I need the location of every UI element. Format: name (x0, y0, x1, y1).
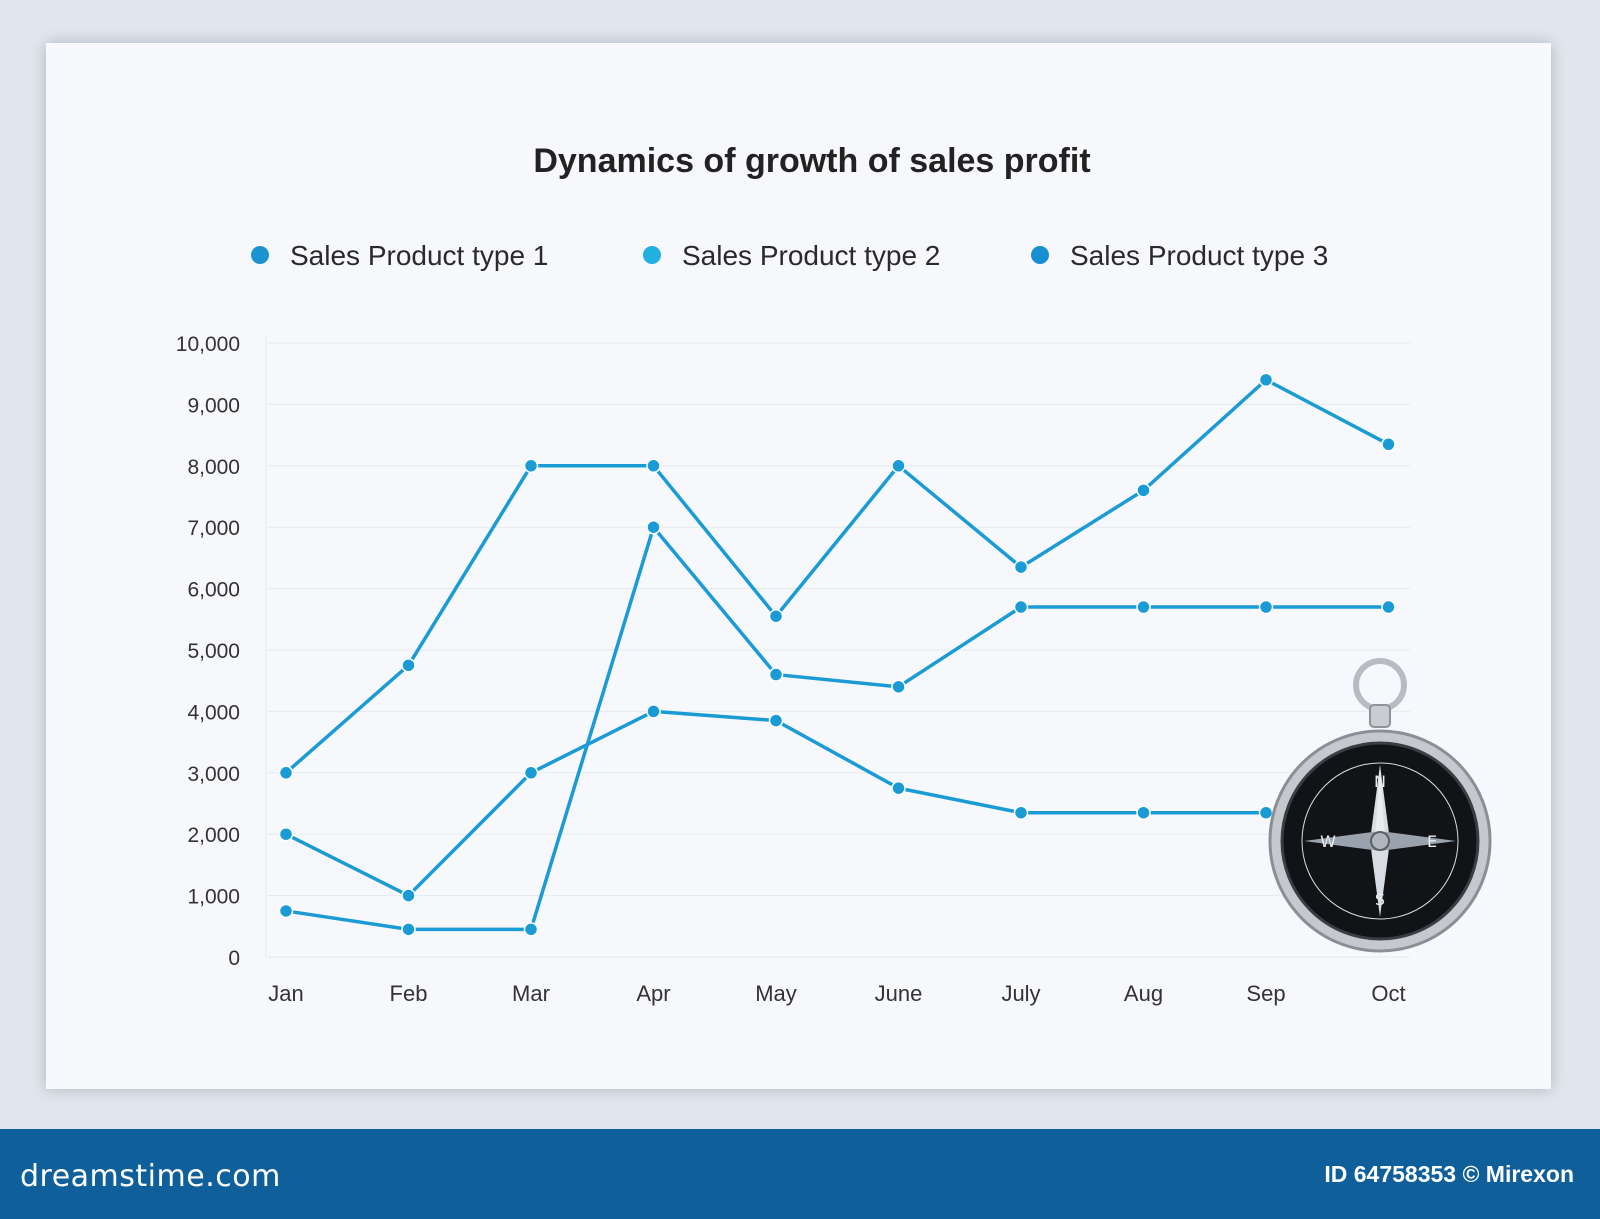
data-point (891, 780, 906, 796)
data-point (1013, 599, 1029, 615)
data-point (523, 458, 539, 474)
data-point (768, 608, 784, 624)
data-point (646, 458, 661, 474)
data-point (1136, 805, 1151, 820)
data-point (891, 458, 906, 474)
y-tick-label: 1,000 (187, 886, 240, 909)
legend-item: Sales Product type 3 (1031, 240, 1328, 271)
data-point (1381, 599, 1396, 615)
svg-text:W: W (1320, 832, 1336, 851)
y-tick-label: 3,000 (187, 763, 240, 786)
x-tick-label: May (755, 981, 797, 1006)
y-tick-label: 2,000 (187, 824, 240, 847)
y-tick-label: 0 (228, 947, 240, 970)
data-point (278, 765, 294, 781)
data-point (891, 679, 906, 695)
data-point (1136, 483, 1151, 498)
y-tick-label: 10,000 (176, 333, 240, 356)
legend-marker (251, 246, 269, 264)
x-axis: Jan Feb Mar Apr May June July Aug Sep Oct (268, 981, 1405, 1006)
y-tick-label: 9,000 (187, 394, 240, 417)
series-2 (278, 704, 1274, 903)
series-line (284, 378, 1390, 775)
series-line (285, 525, 1389, 932)
x-tick-label: Oct (1371, 981, 1405, 1006)
data-point (401, 658, 416, 673)
legend-label: Sales Product type 3 (1070, 240, 1328, 271)
data-point (401, 922, 416, 937)
chart-title: Dynamics of growth of sales profit (533, 142, 1090, 180)
svg-text:N: N (1374, 772, 1386, 791)
legend-item: Sales Product type 1 (251, 240, 548, 271)
y-tick-label: 6,000 (187, 579, 240, 602)
data-point (1136, 599, 1151, 615)
data-point (646, 519, 661, 535)
legend-label: Sales Product type 2 (682, 240, 940, 271)
compass-icon: N E S W (1268, 658, 1492, 953)
x-tick-label: Feb (390, 981, 428, 1006)
data-point (278, 826, 294, 842)
x-tick-label: June (875, 981, 923, 1006)
x-tick-label: Apr (636, 981, 670, 1006)
x-tick-label: Sep (1246, 981, 1285, 1006)
y-axis: 0 1,000 2,000 3,000 4,000 5,000 6,000 7,000 8,00… (176, 333, 240, 970)
y-tick-label: 5,000 (187, 640, 240, 663)
data-point (1013, 805, 1029, 820)
footer-credit: ID 64758353 © Mirexon (1324, 1161, 1574, 1187)
legend-label: Sales Product type 1 (290, 240, 548, 271)
chart-series (278, 372, 1396, 937)
data-point (1258, 372, 1274, 388)
data-point (1013, 559, 1029, 575)
x-tick-label: Jan (268, 981, 303, 1006)
x-tick-label: Aug (1124, 981, 1163, 1006)
series-1 (278, 372, 1396, 781)
legend-item: Sales Product type 2 (643, 240, 940, 271)
series-line (285, 709, 1266, 898)
legend-marker (1031, 246, 1049, 264)
data-point (1258, 599, 1274, 615)
x-tick-label: Mar (512, 981, 550, 1006)
y-tick-label: 7,000 (187, 517, 240, 540)
footer-logo: dreamstime.com (20, 1159, 281, 1194)
y-tick-label: 8,000 (187, 456, 240, 479)
chart-legend: Sales Product type 1 Sales Product type 2… (251, 240, 1328, 271)
series-3 (278, 519, 1396, 937)
y-tick-label: 4,000 (187, 701, 240, 724)
svg-text:E: E (1427, 832, 1437, 851)
data-point (401, 888, 416, 903)
data-point (768, 713, 784, 728)
data-point (768, 667, 784, 682)
svg-text:S: S (1375, 890, 1385, 909)
legend-marker (643, 246, 661, 264)
data-point (646, 704, 661, 719)
data-point (523, 922, 539, 937)
x-tick-label: July (1001, 981, 1040, 1006)
chart-grid (265, 335, 1410, 958)
data-point (523, 765, 539, 781)
watermark-footer: dreamstime.com ID 64758353 © Mirexon (0, 1129, 1600, 1219)
data-point (1381, 437, 1396, 452)
data-point (278, 903, 294, 919)
